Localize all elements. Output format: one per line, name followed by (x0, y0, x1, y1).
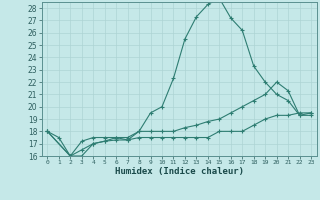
X-axis label: Humidex (Indice chaleur): Humidex (Indice chaleur) (115, 167, 244, 176)
